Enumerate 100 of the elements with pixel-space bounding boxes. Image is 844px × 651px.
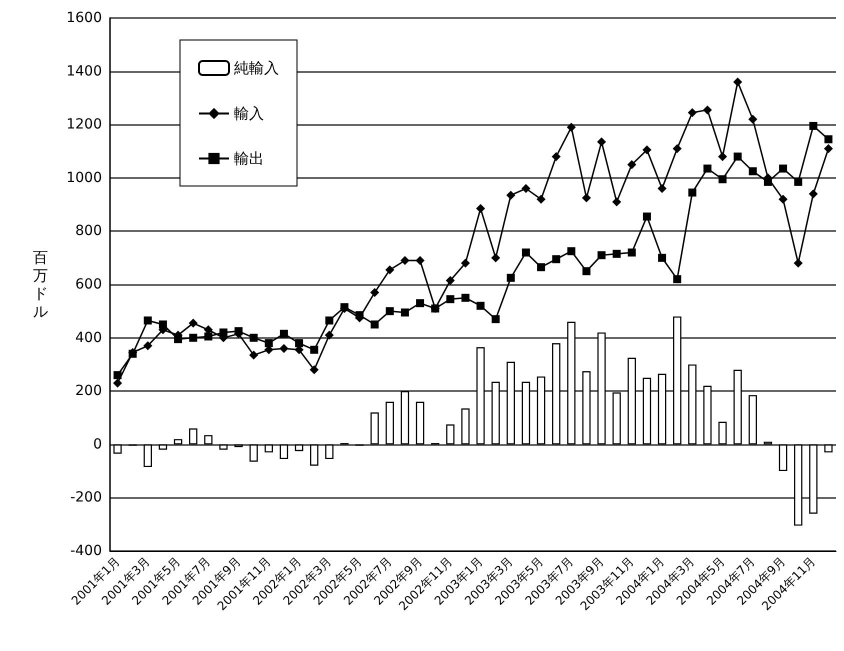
point <box>688 188 696 197</box>
bar <box>310 444 318 466</box>
point <box>552 255 560 264</box>
point <box>279 344 288 353</box>
point <box>189 334 198 342</box>
point <box>642 145 652 154</box>
bar <box>446 424 454 444</box>
legend-label: 輸入 <box>234 104 264 122</box>
point <box>446 295 454 304</box>
bar <box>264 444 273 452</box>
y-tick-label: 600 <box>75 276 102 292</box>
bar <box>144 444 152 468</box>
bar <box>250 444 258 462</box>
point <box>824 135 832 144</box>
bar <box>597 332 606 444</box>
point <box>703 164 712 173</box>
point <box>492 315 500 324</box>
point <box>143 341 152 350</box>
point <box>779 164 788 173</box>
point <box>673 275 682 284</box>
y-tick-label: 1200 <box>66 116 102 133</box>
point <box>204 332 212 340</box>
point <box>536 194 546 204</box>
bar <box>158 444 168 450</box>
bar <box>280 444 288 460</box>
point <box>416 256 425 266</box>
bar <box>552 343 560 444</box>
y-tick-label: 200 <box>75 383 102 400</box>
bar <box>174 439 182 444</box>
point <box>658 184 667 194</box>
point <box>552 152 561 162</box>
point <box>521 184 530 194</box>
point <box>612 197 622 206</box>
point <box>461 294 470 302</box>
point <box>370 320 379 328</box>
point <box>460 258 470 268</box>
point <box>144 316 152 324</box>
bar <box>325 444 334 460</box>
bar <box>748 395 757 444</box>
bar <box>476 347 485 444</box>
point <box>400 256 410 266</box>
point <box>718 152 728 162</box>
point <box>114 371 122 380</box>
bar <box>294 444 304 452</box>
bar <box>612 392 621 444</box>
y-tick-label: 0 <box>93 436 102 452</box>
point <box>506 190 516 200</box>
point <box>809 122 818 130</box>
point <box>567 247 576 256</box>
y-tick-label: 1400 <box>66 63 102 80</box>
point <box>658 254 666 262</box>
point <box>310 346 318 354</box>
point <box>325 316 334 324</box>
bar <box>673 316 682 444</box>
point <box>324 330 334 340</box>
point <box>718 175 727 184</box>
legend-label: 輸出 <box>234 150 264 168</box>
point <box>174 335 182 344</box>
point <box>310 365 319 374</box>
point <box>778 194 788 204</box>
bar <box>567 322 576 444</box>
point <box>158 320 167 328</box>
bar <box>658 374 666 444</box>
point <box>597 137 606 146</box>
bar <box>824 444 833 452</box>
bar <box>506 362 515 444</box>
bar <box>794 444 802 526</box>
bar <box>400 391 410 444</box>
point <box>582 193 591 202</box>
y-axis-title: 百万ドル <box>33 248 48 320</box>
point <box>794 178 802 186</box>
bar <box>809 444 818 514</box>
bar <box>492 382 500 444</box>
point <box>582 267 590 276</box>
bar <box>204 435 212 444</box>
bar <box>386 402 394 444</box>
y-tick-label: 800 <box>75 223 102 240</box>
point <box>188 318 198 328</box>
point <box>431 304 440 312</box>
point <box>628 248 636 257</box>
point <box>370 288 380 297</box>
point <box>598 251 606 260</box>
point <box>734 152 742 161</box>
bar <box>703 386 712 444</box>
point <box>808 189 818 198</box>
point <box>702 105 712 114</box>
bar <box>582 371 591 444</box>
point <box>250 334 258 342</box>
bar <box>416 402 424 444</box>
point <box>386 307 394 316</box>
point <box>642 212 651 221</box>
point <box>748 167 757 176</box>
point <box>400 308 409 316</box>
bar <box>370 412 379 444</box>
bar <box>113 444 122 454</box>
bar <box>642 378 652 444</box>
point <box>476 204 486 214</box>
point <box>688 108 697 118</box>
point <box>566 122 576 132</box>
point <box>537 263 546 272</box>
